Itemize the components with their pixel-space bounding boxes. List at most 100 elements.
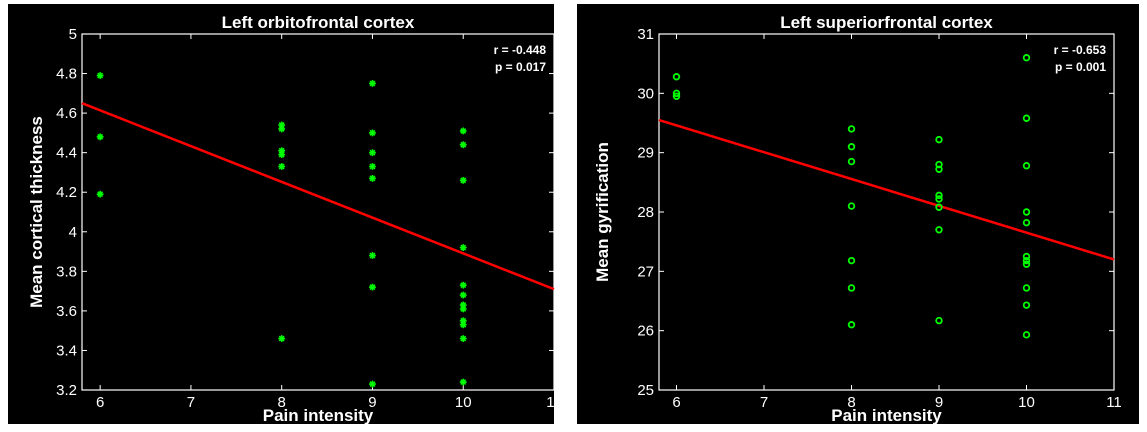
y-tick-label: 28 [637,204,654,221]
data-point [459,127,467,135]
data-point-stroke [460,321,467,328]
data-point [369,174,376,182]
regression-line [81,102,555,291]
data-point [1022,162,1031,170]
data-point-stroke [460,141,467,148]
x-tick-label: 6 [96,394,104,411]
data-point [935,135,943,144]
data-point-stroke [278,125,285,132]
data-point-stroke [278,335,285,342]
data-point [1022,208,1031,216]
data-point [459,335,467,342]
x-tick-label: 9 [368,394,376,411]
y-tick-label: 25 [637,382,654,399]
y-tick-label: 3.2 [56,382,77,399]
data-point [369,129,376,137]
data-point [1022,54,1031,62]
x-tick-label: 8 [847,394,855,411]
data-point [847,125,856,133]
x-tick-label: 10 [1018,394,1035,411]
data-point [459,281,467,289]
x-tick-label: 7 [760,394,768,411]
panel-background [577,4,1139,424]
data-point [459,244,467,251]
data-point [459,378,467,386]
y-tick-label: 26 [637,323,654,340]
y-tick-label: 4.2 [56,184,77,201]
data-point [847,143,856,151]
y-tick-label: 31 [637,26,654,43]
data-point [369,163,376,170]
data-point-stroke [460,177,467,184]
data-point [459,321,467,329]
data-point-stroke [460,379,467,386]
data-point-stroke [97,72,104,79]
data-point [847,284,856,292]
data-point [459,141,467,149]
data-point-stroke [97,133,104,140]
panel-left: Left orbitofrontal cortex 6 7 8 9 10 11 3.2 3.4 3… [8,4,562,425]
data-point [278,335,286,342]
data-point [278,163,286,170]
data-point-stroke [460,244,467,251]
y-tick-label: 3.6 [56,303,77,320]
data-point [1022,331,1031,339]
data-point-stroke [369,252,376,259]
x-tick-label: 9 [935,394,943,411]
x-tick-label: 6 [672,394,680,411]
stat-annotation: p = 0.001 [1055,60,1106,74]
data-point-stroke [369,175,376,182]
data-point [369,149,376,157]
data-point [672,89,681,98]
data-point [459,176,467,184]
data-point-stroke [278,163,285,170]
data-point-stroke [460,127,467,134]
data-point [935,203,943,211]
x-axis-label: Pain intensity [263,406,374,425]
data-point-stroke [369,129,376,136]
plot-axes-box [81,33,555,391]
x-axis-label: Pain intensity [831,406,942,425]
data-point-stroke [97,191,104,198]
x-tick-label: 11 [1106,394,1122,411]
data-point [369,252,376,259]
panel-right: Left superiorfrontal cortex 6 7 8 9 10 11 25 26 2… [577,4,1139,425]
y-tick-label: 3.8 [56,263,77,280]
x-tick-label: 10 [455,394,472,411]
y-tick-label: 4.4 [56,145,77,162]
data-point [935,316,943,325]
y-axis-label: Mean gyrification [593,142,612,282]
y-tick-label: 4.6 [56,105,77,122]
data-point [935,226,943,234]
data-point [96,133,104,141]
data-point [672,92,681,100]
data-point [278,125,286,133]
data-point-stroke [369,80,376,87]
y-tick-label: 4.8 [56,66,77,83]
data-point-stroke [369,284,376,291]
x-tick-label: 11 [546,394,562,411]
y-tick-label: 3.4 [56,342,77,359]
data-point-stroke [369,381,376,388]
data-point [1022,218,1031,227]
stat-annotation: r = -0.653 [1054,43,1107,57]
data-point [847,321,856,329]
data-point [369,380,376,388]
data-point-stroke [369,149,376,156]
data-point [847,157,856,166]
data-point-stroke [460,282,467,289]
data-point-stroke [278,151,285,158]
data-point [935,191,943,200]
stat-annotation: p = 0.017 [495,60,546,74]
y-tick-label: 30 [637,85,654,102]
panel-background [8,4,554,424]
data-point [459,305,467,313]
data-point [1022,301,1031,309]
data-point [1022,114,1031,122]
data-point [459,291,467,299]
data-point-stroke [460,292,467,299]
y-tick-label: 29 [637,145,654,162]
data-point [1022,256,1031,265]
stat-annotation: r = -0.448 [494,43,547,57]
